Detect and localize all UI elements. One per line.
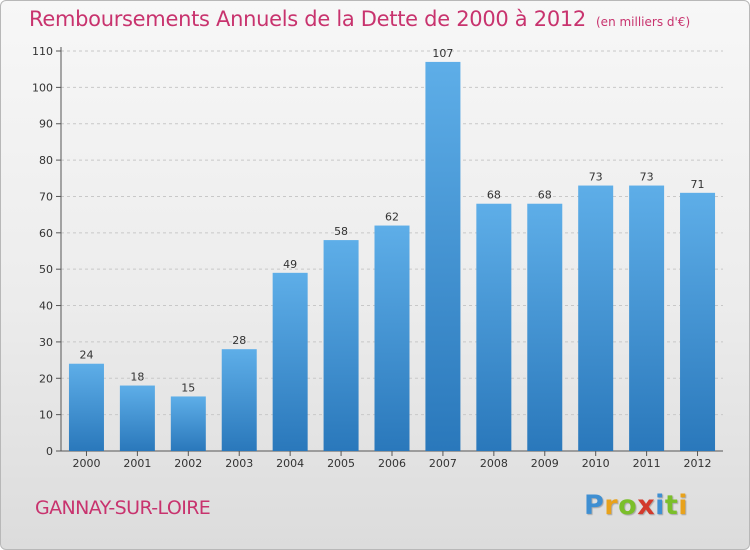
bar-value-label: 71 <box>691 178 705 191</box>
bar-value-label: 68 <box>538 189 552 202</box>
chart-title: Remboursements Annuels de la Dette de 20… <box>29 7 690 31</box>
x-tick-label: 2008 <box>480 457 508 470</box>
bar-value-label: 18 <box>130 371 144 384</box>
x-tick-label: 2006 <box>378 457 406 470</box>
brand-letter: P <box>584 490 605 521</box>
bar <box>476 203 512 451</box>
bar-value-label: 62 <box>385 211 399 224</box>
bar <box>170 396 206 451</box>
bar <box>578 185 614 451</box>
brand-logo: Proxiti <box>584 490 688 521</box>
bar <box>527 203 563 451</box>
commune-name: GANNAY-SUR-LOIRE <box>35 497 211 519</box>
bar <box>119 385 155 451</box>
brand-letter: o <box>618 490 638 521</box>
bar-value-label: 68 <box>487 189 501 202</box>
x-tick-label: 2001 <box>123 457 151 470</box>
x-tick-label: 2007 <box>429 457 457 470</box>
y-tick-label: 40 <box>39 300 53 313</box>
chart-title-text: Remboursements Annuels de la Dette de 20… <box>29 7 586 31</box>
y-tick-label: 100 <box>32 81 53 94</box>
y-tick-label: 30 <box>39 336 53 349</box>
y-tick-label: 80 <box>39 154 53 167</box>
x-tick-label: 2011 <box>633 457 661 470</box>
bar <box>374 225 410 451</box>
x-tick-label: 2009 <box>531 457 559 470</box>
bar <box>629 185 665 451</box>
brand-letter: i <box>655 490 665 521</box>
bar-value-label: 58 <box>334 225 348 238</box>
y-tick-label: 10 <box>39 409 53 422</box>
y-tick-label: 0 <box>46 445 53 458</box>
x-tick-label: 2012 <box>684 457 712 470</box>
y-tick-label: 20 <box>39 372 53 385</box>
brand-letter: i <box>678 490 689 521</box>
bar-value-label: 28 <box>232 334 246 347</box>
y-tick-label: 50 <box>39 263 53 276</box>
x-tick-label: 2010 <box>582 457 610 470</box>
brand-letter: t <box>664 490 679 521</box>
bar <box>68 363 104 451</box>
bar <box>221 349 257 451</box>
y-tick-label: 110 <box>32 45 53 58</box>
y-tick-label: 70 <box>39 190 53 203</box>
x-tick-label: 2004 <box>276 457 304 470</box>
bar-value-label: 15 <box>181 381 195 394</box>
bar-value-label: 107 <box>432 47 453 60</box>
bar <box>425 61 461 452</box>
bars <box>68 61 716 452</box>
y-tick-label: 90 <box>39 118 53 131</box>
y-tick-label: 60 <box>39 227 53 240</box>
data-labels: 24 18 15 28 49 58 62 107 68 68 73 73 71 <box>79 47 704 395</box>
bar-value-label: 73 <box>640 171 654 184</box>
x-tick-label: 2003 <box>225 457 253 470</box>
bar-value-label: 73 <box>589 171 603 184</box>
bar <box>323 240 359 451</box>
x-tick-label: 2000 <box>72 457 100 470</box>
brand-letter: r <box>604 490 619 521</box>
chart-subtitle: (en milliers d'€) <box>596 15 691 29</box>
bar-value-label: 24 <box>79 349 93 362</box>
x-tick-label: 2002 <box>174 457 202 470</box>
bar <box>680 192 716 451</box>
brand-letter: x <box>637 490 656 521</box>
axes: 0 10 20 30 40 50 60 70 80 90 100 110 2000 2001 2002 200… <box>32 45 723 470</box>
x-tick-label: 2005 <box>327 457 355 470</box>
bar <box>272 272 308 451</box>
bar-value-label: 49 <box>283 258 297 271</box>
